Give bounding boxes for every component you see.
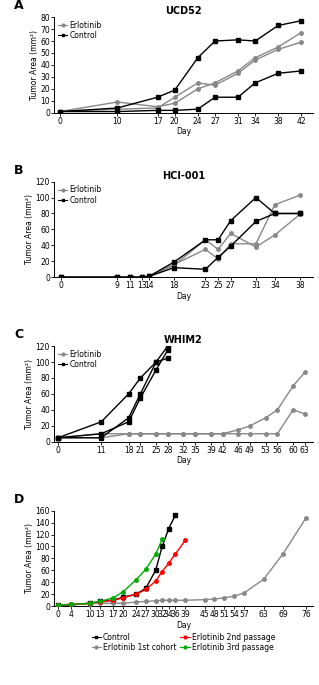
Text: D: D xyxy=(14,493,25,506)
Legend: Erlotinib, Control: Erlotinib, Control xyxy=(58,186,102,205)
Text: A: A xyxy=(14,0,24,12)
Y-axis label: Tumor Area (mm²): Tumor Area (mm²) xyxy=(30,30,39,100)
Title: HCI-001: HCI-001 xyxy=(162,171,205,181)
X-axis label: Day: Day xyxy=(176,292,191,301)
X-axis label: Day: Day xyxy=(176,621,191,630)
Y-axis label: Tumor Area (mm²): Tumor Area (mm²) xyxy=(25,359,34,429)
Title: UCD52: UCD52 xyxy=(165,6,202,16)
Y-axis label: Tumor Area (mm²): Tumor Area (mm²) xyxy=(25,195,34,264)
Legend: Erlotinib, Control: Erlotinib, Control xyxy=(58,350,102,369)
Y-axis label: Tumor Area (mm²): Tumor Area (mm²) xyxy=(25,523,34,593)
Title: WHIM2: WHIM2 xyxy=(164,336,203,345)
X-axis label: Day: Day xyxy=(176,456,191,465)
Legend: Control, Erlotinib 1st cohort, Erlotinib 2nd passage, Erlotinib 3rd passage: Control, Erlotinib 1st cohort, Erlotinib… xyxy=(92,633,275,652)
Legend: Erlotinib, Control: Erlotinib, Control xyxy=(58,21,102,40)
X-axis label: Day: Day xyxy=(176,127,191,136)
Text: C: C xyxy=(14,328,23,341)
Text: B: B xyxy=(14,164,24,177)
